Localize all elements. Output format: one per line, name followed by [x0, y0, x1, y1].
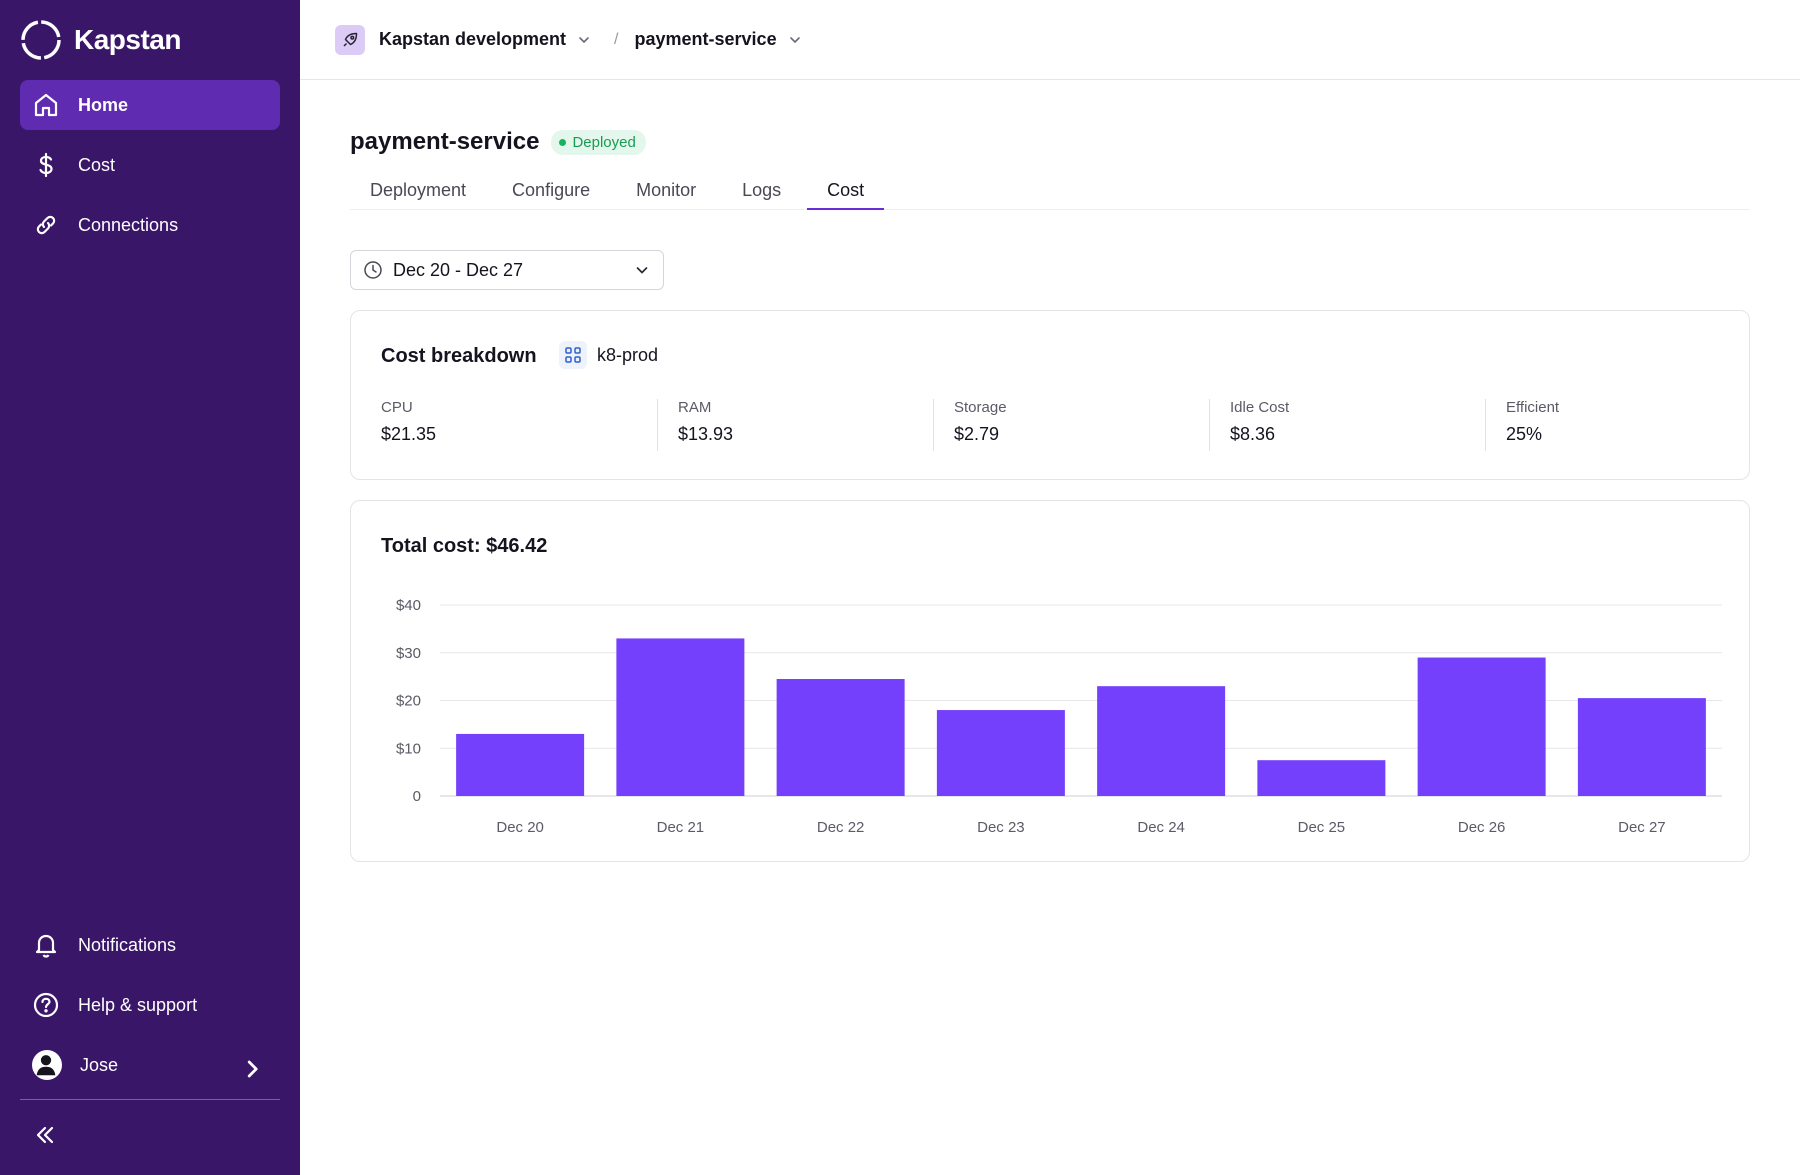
metric-storage: Storage $2.79	[933, 399, 1209, 451]
total-cost-card: Total cost: $46.42 0 $10 $20 $30 $40 Dec 20 De…	[350, 500, 1750, 862]
date-range-select[interactable]: Dec 20 - Dec 27	[350, 250, 664, 290]
kapstan-logo-icon	[21, 20, 61, 60]
metric-value: $2.79	[954, 424, 1000, 444]
metric-value: $8.36	[1230, 424, 1276, 444]
metric-cpu: CPU $21.35	[381, 399, 657, 451]
breadcrumb-project[interactable]: Kapstan development	[379, 29, 592, 50]
tab-cost[interactable]: Cost	[807, 172, 885, 210]
sidebar-item-home[interactable]: Home	[20, 80, 280, 130]
top-bar: Kapstan development / payment-service	[300, 0, 1800, 80]
metric-label: Storage	[954, 399, 1007, 416]
home-icon	[34, 93, 58, 117]
tab-configure[interactable]: Configure	[512, 180, 591, 200]
bar[interactable]	[936, 710, 1065, 796]
dollar-icon	[39, 152, 53, 178]
cluster-icon-tile	[559, 341, 587, 369]
avatar	[32, 1050, 62, 1080]
sidebar: Kapstan Home Cost Connections Notificati…	[0, 0, 300, 1175]
chevron-right-icon	[247, 1060, 258, 1078]
page-title: payment-service Deployed	[350, 128, 646, 156]
bar[interactable]	[1257, 760, 1386, 796]
y-tick-label: 0	[413, 788, 421, 805]
project-icon-tile	[335, 24, 365, 55]
breadcrumb-project-label: Kapstan development	[379, 29, 567, 49]
sidebar-item-label: Help & support	[78, 994, 198, 1015]
cluster-name: k8-prod	[597, 344, 659, 365]
collapse-sidebar-icon[interactable]	[30, 1120, 60, 1150]
sidebar-item-cost[interactable]: Cost	[20, 140, 280, 190]
user-avatar-icon	[36, 1055, 56, 1076]
bar[interactable]	[1417, 657, 1546, 796]
y-tick-label: $40	[396, 597, 421, 614]
bar[interactable]	[616, 638, 745, 796]
x-tick-label: Dec 22	[817, 819, 865, 836]
metric-ram: RAM $13.93	[657, 399, 933, 451]
cost-breakdown-card: Cost breakdown k8-prod CPU $21.35 RAM $1…	[350, 310, 1750, 480]
tab-monitor[interactable]: Monitor	[636, 180, 697, 200]
help-icon	[33, 992, 59, 1018]
metrics-row: CPU $21.35 RAM $13.93 Storage $2.79 Idle…	[381, 399, 1761, 451]
bar[interactable]	[1577, 698, 1706, 796]
x-tick-label: Dec 27	[1618, 819, 1666, 836]
metric-label: CPU	[381, 399, 413, 416]
breadcrumb-service[interactable]: payment-service	[635, 29, 803, 50]
y-tick-label: $30	[396, 645, 421, 662]
cost-bar-chart: 0 $10 $20 $30 $40 Dec 20 Dec 21 Dec 22 Dec 23 Dec…	[396, 597, 1722, 836]
sidebar-item-user[interactable]: Jose	[20, 1040, 280, 1090]
y-tick-label: $10	[396, 740, 421, 757]
app-logo[interactable]: Kapstan	[20, 18, 181, 62]
cluster-tag: k8-prod	[559, 341, 658, 369]
link-icon	[36, 215, 56, 235]
metric-value: $21.35	[381, 424, 437, 444]
metric-value: 25%	[1506, 424, 1543, 444]
x-tick-label: Dec 24	[1137, 819, 1185, 836]
sidebar-divider	[20, 1099, 280, 1100]
bar[interactable]	[776, 679, 905, 796]
sidebar-item-label: Cost	[78, 154, 116, 175]
chevron-down-icon	[636, 267, 648, 274]
x-tick-label: Dec 25	[1298, 819, 1346, 836]
cost-breakdown-title: Cost breakdown	[381, 345, 537, 367]
metric-label: Efficient	[1506, 399, 1560, 416]
metric-value: $13.93	[678, 424, 734, 444]
x-tick-label: Dec 26	[1458, 819, 1506, 836]
sidebar-item-label: Home	[78, 94, 129, 115]
app-name: Kapstan	[74, 24, 181, 55]
date-range-value: Dec 20 - Dec 27	[393, 259, 524, 280]
breadcrumb-service-label: payment-service	[634, 29, 777, 49]
x-tick-label: Dec 21	[657, 819, 705, 836]
metric-efficient: Efficient 25%	[1485, 399, 1761, 451]
x-tick-label: Dec 20	[496, 819, 544, 836]
chevron-down-icon	[789, 36, 800, 43]
sidebar-item-label: Connections	[78, 214, 179, 235]
status-label: Deployed	[572, 133, 636, 151]
rocket-icon	[343, 32, 358, 47]
bar[interactable]	[1097, 686, 1226, 796]
chevron-down-icon	[579, 36, 589, 43]
user-name: Jose	[80, 1054, 119, 1075]
tab-logs[interactable]: Logs	[742, 180, 782, 200]
metric-label: Idle Cost	[1230, 399, 1290, 416]
x-tick-label: Dec 23	[977, 819, 1025, 836]
service-name: payment-service	[350, 128, 540, 155]
breadcrumb-separator: /	[614, 30, 619, 48]
status-badge: Deployed	[551, 129, 646, 155]
tab-bar: Deployment Configure Monitor Logs Cost	[350, 172, 1750, 210]
chart-title: Total cost: $46.42	[381, 535, 548, 557]
sidebar-item-label: Notifications	[78, 934, 177, 955]
sidebar-item-notifications[interactable]: Notifications	[20, 920, 280, 970]
sidebar-item-help[interactable]: Help & support	[20, 980, 280, 1030]
clock-icon	[364, 261, 382, 279]
sidebar-item-connections[interactable]: Connections	[20, 200, 280, 250]
metric-label: RAM	[678, 399, 712, 416]
metric-idle-cost: Idle Cost $8.36	[1209, 399, 1485, 451]
tab-deployment[interactable]: Deployment	[370, 180, 467, 200]
bar[interactable]	[456, 733, 585, 796]
status-dot	[559, 138, 567, 146]
y-tick-label: $20	[396, 693, 421, 710]
grid-icon	[565, 347, 581, 363]
bell-icon	[35, 934, 57, 958]
